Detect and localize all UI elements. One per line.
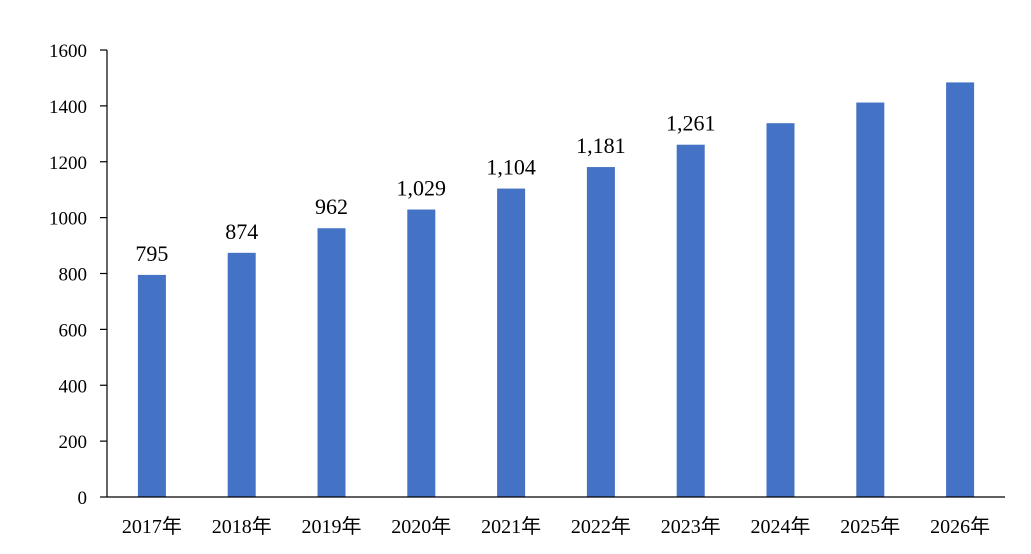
data-label: 1,181 [576, 133, 626, 158]
data-label: 1,261 [666, 111, 716, 136]
bar [497, 188, 526, 497]
data-label: 795 [135, 241, 168, 266]
y-tick-label: 1600 [49, 41, 87, 62]
bar [946, 82, 975, 497]
bar [317, 228, 346, 497]
y-tick-label: 400 [59, 376, 88, 397]
x-tick-label: 2026年 [930, 515, 990, 538]
x-tick-label: 2017年 [122, 515, 182, 538]
data-labels: 795 874 962 1,029 1,104 1,181 1,261 [135, 111, 715, 266]
y-tick-label: 1400 [49, 97, 87, 118]
x-tick-label: 2024年 [751, 515, 811, 538]
y-tick-label: 800 [59, 265, 88, 286]
bar [407, 209, 436, 497]
x-tick-label: 2019年 [302, 515, 362, 538]
bars [137, 82, 975, 498]
y-axis: 0 200 400 600 800 1000 1200 1400 1600 [49, 41, 108, 509]
bar [586, 167, 615, 498]
bar [856, 102, 885, 498]
y-tick-label: 0 [78, 488, 88, 509]
data-label: 1,104 [486, 155, 536, 180]
data-label: 962 [315, 194, 348, 219]
bar [676, 144, 705, 497]
x-tick-label: 2018年 [212, 515, 272, 538]
y-tick-label: 200 [59, 432, 88, 453]
x-axis: 2017年 2018年 2019年 2020年 2021年 2022年 2023年 2024年… [107, 496, 1005, 538]
bar [766, 123, 795, 497]
x-tick-label: 2020年 [391, 515, 451, 538]
x-tick-label: 2023年 [661, 515, 721, 538]
data-label: 1,029 [397, 176, 447, 201]
y-tick-label: 1200 [49, 153, 87, 174]
data-label: 874 [225, 219, 258, 244]
x-tick-label: 2021年 [481, 515, 541, 538]
y-tick-label: 600 [59, 320, 88, 341]
bar [227, 252, 256, 497]
x-tick-label: 2022年 [571, 515, 631, 538]
y-tick-label: 1000 [49, 209, 87, 230]
bar [137, 274, 166, 497]
x-tick-label: 2025年 [840, 515, 900, 538]
